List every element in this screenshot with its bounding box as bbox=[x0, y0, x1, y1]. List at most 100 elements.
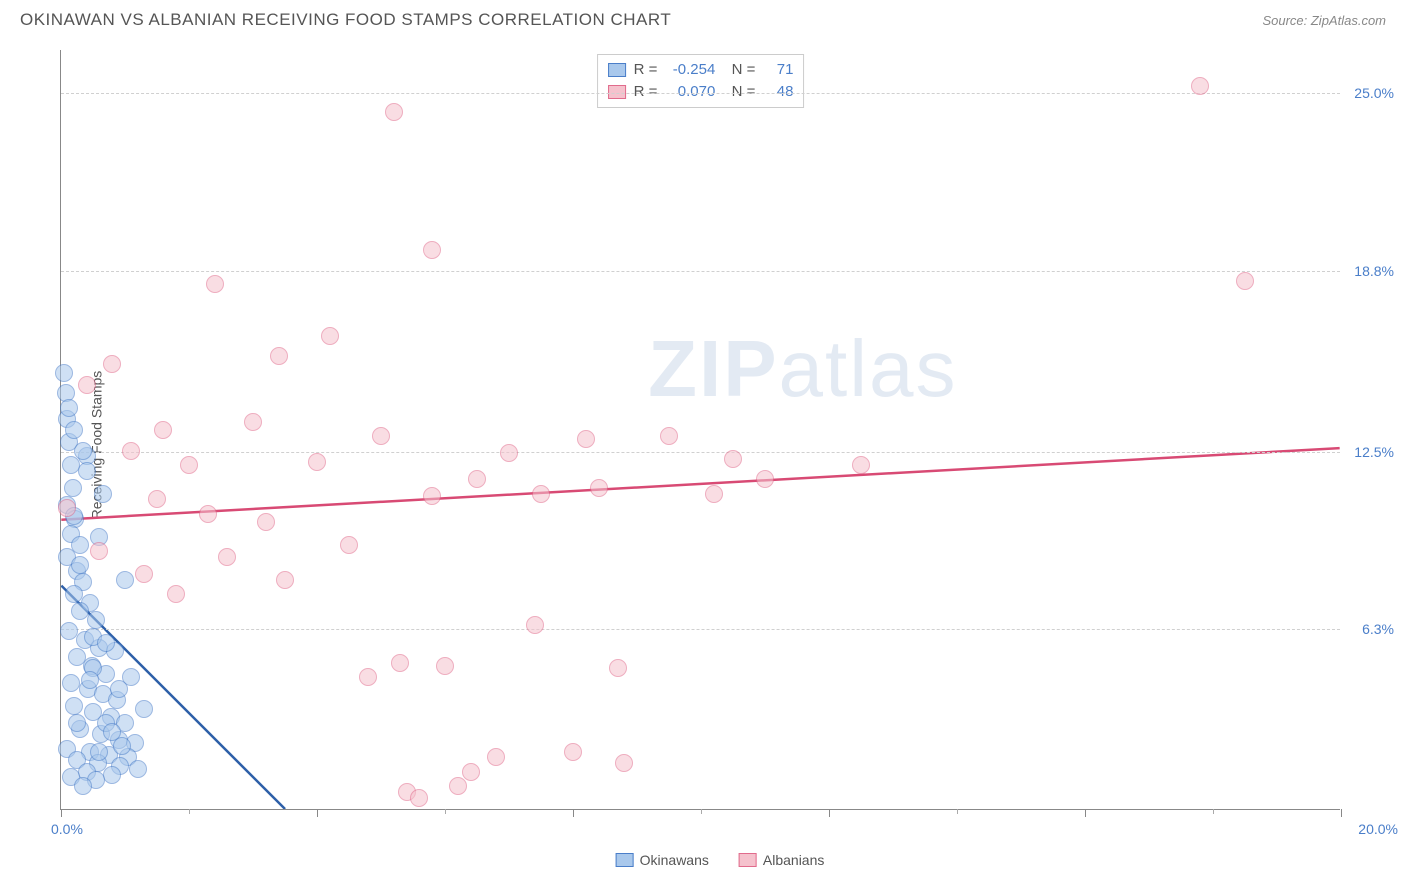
swatch-icon bbox=[608, 63, 626, 77]
y-tick-label: 18.8% bbox=[1354, 263, 1394, 279]
data-point bbox=[68, 714, 86, 732]
x-tick bbox=[445, 809, 446, 814]
data-point bbox=[154, 421, 172, 439]
data-point bbox=[122, 442, 140, 460]
data-point bbox=[135, 565, 153, 583]
x-tick bbox=[61, 809, 62, 817]
data-point bbox=[321, 327, 339, 345]
r-value: -0.254 bbox=[665, 59, 715, 81]
x-tick bbox=[1213, 809, 1214, 814]
data-point bbox=[62, 674, 80, 692]
r-label: R = bbox=[634, 59, 658, 81]
data-point bbox=[180, 456, 198, 474]
data-point bbox=[244, 413, 262, 431]
series-legend: Okinawans Albanians bbox=[616, 852, 825, 868]
data-point bbox=[129, 760, 147, 778]
data-point bbox=[359, 668, 377, 686]
data-point bbox=[103, 766, 121, 784]
data-point bbox=[705, 485, 723, 503]
r-value: 0.070 bbox=[665, 81, 715, 103]
data-point bbox=[577, 430, 595, 448]
data-point bbox=[199, 505, 217, 523]
data-point bbox=[449, 777, 467, 795]
data-point bbox=[148, 490, 166, 508]
data-point bbox=[74, 442, 92, 460]
swatch-icon bbox=[739, 853, 757, 867]
data-point bbox=[65, 421, 83, 439]
data-point bbox=[103, 723, 121, 741]
data-point bbox=[724, 450, 742, 468]
x-tick bbox=[1341, 809, 1342, 817]
swatch-icon bbox=[608, 85, 626, 99]
data-point bbox=[1236, 272, 1254, 290]
data-point bbox=[436, 657, 454, 675]
data-point bbox=[590, 479, 608, 497]
trend-line bbox=[61, 448, 1339, 520]
data-point bbox=[90, 542, 108, 560]
data-point bbox=[423, 241, 441, 259]
legend-item: Albanians bbox=[739, 852, 825, 868]
data-point bbox=[756, 470, 774, 488]
gridline-h bbox=[61, 629, 1340, 630]
x-tick bbox=[317, 809, 318, 817]
data-point bbox=[609, 659, 627, 677]
x-tick bbox=[189, 809, 190, 814]
x-tick bbox=[957, 809, 958, 814]
data-point bbox=[270, 347, 288, 365]
data-point bbox=[58, 499, 76, 517]
data-point bbox=[60, 399, 78, 417]
data-point bbox=[90, 743, 108, 761]
data-point bbox=[78, 376, 96, 394]
x-tick bbox=[1085, 809, 1086, 817]
data-point bbox=[94, 485, 112, 503]
data-point bbox=[71, 556, 89, 574]
data-point bbox=[55, 364, 73, 382]
data-point bbox=[97, 634, 115, 652]
data-point bbox=[532, 485, 550, 503]
gridline-h bbox=[61, 93, 1340, 94]
data-point bbox=[308, 453, 326, 471]
x-tick bbox=[573, 809, 574, 817]
stats-legend: R =-0.254 N =71R =0.070 N =48 bbox=[597, 54, 805, 108]
data-point bbox=[410, 789, 428, 807]
x-max-label: 20.0% bbox=[1358, 821, 1398, 837]
legend-label: Okinawans bbox=[640, 852, 709, 868]
data-point bbox=[391, 654, 409, 672]
chart-container: Receiving Food Stamps ZIPatlas R =-0.254… bbox=[50, 50, 1390, 840]
data-point bbox=[78, 462, 96, 480]
gridline-h bbox=[61, 271, 1340, 272]
n-label: N = bbox=[723, 59, 755, 81]
data-point bbox=[615, 754, 633, 772]
source-label: Source: ZipAtlas.com bbox=[1262, 13, 1386, 28]
x-tick bbox=[701, 809, 702, 814]
data-point bbox=[852, 456, 870, 474]
data-point bbox=[372, 427, 390, 445]
data-point bbox=[87, 611, 105, 629]
x-min-label: 0.0% bbox=[51, 821, 83, 837]
watermark: ZIPatlas bbox=[648, 323, 957, 415]
data-point bbox=[103, 355, 121, 373]
data-point bbox=[487, 748, 505, 766]
data-point bbox=[218, 548, 236, 566]
data-point bbox=[468, 470, 486, 488]
data-point bbox=[116, 571, 134, 589]
data-point bbox=[64, 479, 82, 497]
data-point bbox=[257, 513, 275, 531]
data-point bbox=[60, 622, 78, 640]
data-point bbox=[340, 536, 358, 554]
y-tick-label: 6.3% bbox=[1362, 621, 1394, 637]
data-point bbox=[206, 275, 224, 293]
gridline-h bbox=[61, 452, 1340, 453]
data-point bbox=[110, 680, 128, 698]
data-point bbox=[500, 444, 518, 462]
n-value: 48 bbox=[763, 81, 793, 103]
data-point bbox=[564, 743, 582, 761]
r-label: R = bbox=[634, 81, 658, 103]
data-point bbox=[81, 671, 99, 689]
y-tick-label: 25.0% bbox=[1354, 85, 1394, 101]
chart-title: OKINAWAN VS ALBANIAN RECEIVING FOOD STAM… bbox=[20, 10, 671, 30]
legend-label: Albanians bbox=[763, 852, 825, 868]
n-value: 71 bbox=[763, 59, 793, 81]
x-tick bbox=[829, 809, 830, 817]
data-point bbox=[423, 487, 441, 505]
